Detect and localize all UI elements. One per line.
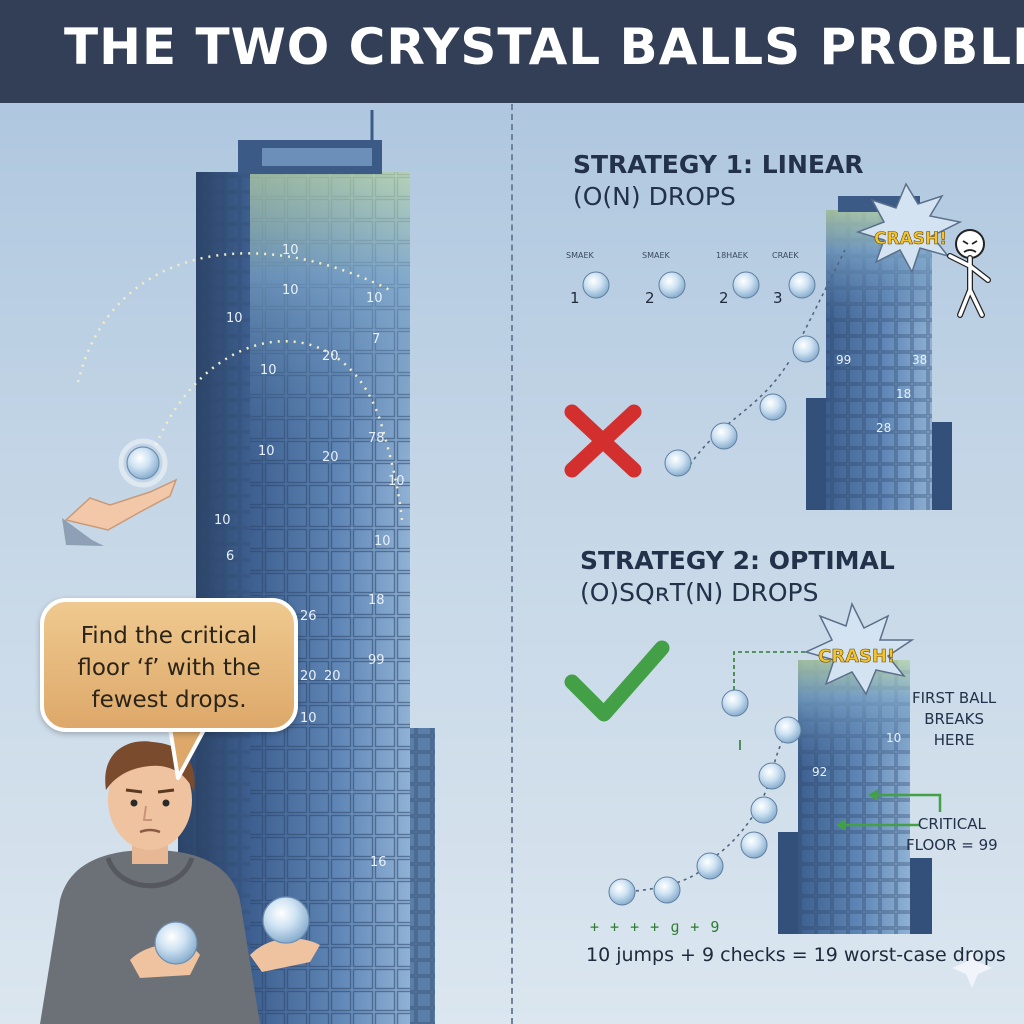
strategy1-complexity: (O(N) DROPS bbox=[573, 182, 736, 211]
left-floor-label: 20 bbox=[322, 349, 339, 364]
strategy2-floor-labels: 10 92 bbox=[812, 731, 901, 779]
strategy1-floor-labels: 99 38 18 28 bbox=[836, 353, 927, 435]
strategy1-ball-tag: SMAEK bbox=[642, 251, 671, 260]
left-floor-label: 20 bbox=[322, 450, 339, 465]
critical-floor-note: CRITICAL FLOOR = 99 bbox=[906, 815, 998, 854]
strategy1-ball-step-3 bbox=[759, 393, 787, 421]
strategy2-complexity: (O)SQʀT(N) DROPS bbox=[580, 578, 819, 607]
left-floor-label: 10 bbox=[258, 444, 275, 459]
strategy1-ball-step-1 bbox=[664, 449, 692, 477]
left-floor-label: 20 bbox=[300, 669, 317, 684]
left-floor-label: 20 bbox=[324, 669, 341, 684]
speech-bubble-text: Find the critical floor ‘f’ with the few… bbox=[77, 623, 261, 713]
left-floor-label: 99 bbox=[368, 653, 385, 668]
strategy1-ball bbox=[658, 271, 686, 299]
strategy1-ball-tag: 18HAEK bbox=[716, 251, 749, 260]
left-floor-label: 18 bbox=[368, 593, 385, 608]
strategy2-floor-label: 10 bbox=[886, 731, 901, 745]
strategy2-ball-5 bbox=[750, 796, 778, 824]
hoodie bbox=[40, 850, 260, 1024]
strategy1-ball bbox=[732, 271, 760, 299]
crystal-ball-man-right bbox=[262, 896, 310, 944]
strategy2-title: STRATEGY 2: OPTIMAL bbox=[580, 546, 895, 575]
strategy1-ball-number: 2 bbox=[645, 289, 655, 307]
strategy1-ball-tag: CRAEK bbox=[772, 251, 799, 260]
strategy2-crash-burst: CRASH! bbox=[803, 601, 915, 696]
strategy1-ball-number: 3 bbox=[773, 289, 783, 307]
header-bar: THE TWO CRYSTAL BALLS PROBLEM bbox=[0, 0, 1024, 103]
worst-case-summary: 10 jumps + 9 checks = 19 worst-case drop… bbox=[586, 944, 1006, 966]
strategy2-ball-4 bbox=[740, 831, 768, 859]
strategy1-floor-label: 99 bbox=[836, 353, 851, 367]
strategy2-ball-6 bbox=[758, 762, 786, 790]
left-floor-label: 10 bbox=[260, 363, 277, 378]
strategy2-building bbox=[778, 660, 932, 934]
strategy1-ball-row: SMAEK 1 SMAEK 2 18HAEK 2 CRAEK 3 bbox=[566, 251, 816, 307]
crystal-ball-held bbox=[126, 446, 160, 480]
red-x-icon bbox=[564, 404, 642, 478]
left-floor-label: 78 bbox=[368, 431, 385, 446]
left-floor-label: 10 bbox=[300, 711, 317, 726]
left-floor-label: 16 bbox=[370, 855, 387, 870]
critical-floor-arrows bbox=[836, 789, 942, 831]
left-floor-label: 10 bbox=[282, 283, 299, 298]
page-title: THE TWO CRYSTAL BALLS PROBLEM bbox=[64, 18, 1024, 76]
left-floor-label: 10 bbox=[388, 474, 405, 489]
strategy2-ball-1 bbox=[608, 878, 636, 906]
strategy2-floor-label: 92 bbox=[812, 765, 827, 779]
face bbox=[108, 750, 192, 850]
throw-trajectory-1 bbox=[76, 252, 391, 383]
sparkle-icon bbox=[952, 948, 992, 988]
strategy1-floor-label: 28 bbox=[876, 421, 891, 435]
strategy1-ball-step-2 bbox=[710, 422, 738, 450]
strategy1-ball-tag: SMAEK bbox=[566, 251, 595, 260]
strategy1-crash-burst: CRASH! bbox=[855, 182, 963, 274]
strategy1-ball-number: 2 bbox=[719, 289, 729, 307]
left-floor-label: 10 bbox=[282, 243, 299, 258]
left-floor-label: 10 bbox=[374, 534, 391, 549]
crystal-ball-man-left bbox=[154, 921, 198, 965]
green-check-icon bbox=[564, 640, 670, 722]
strategy2-ball-7 bbox=[774, 716, 802, 744]
speech-bubble: Find the critical floor ‘f’ with the few… bbox=[40, 598, 298, 732]
drop-sequence: + + + + ɡ + 9 bbox=[590, 918, 721, 936]
strategy2-balls bbox=[608, 689, 802, 906]
strategy1-floor-label: 18 bbox=[896, 387, 911, 401]
strategy2-ball-8 bbox=[721, 689, 749, 717]
strategy1-ball bbox=[788, 271, 816, 299]
open-hand bbox=[62, 478, 178, 546]
strategy1-ball bbox=[582, 271, 610, 299]
strategy1-ball-number: 1 bbox=[570, 289, 580, 307]
left-floor-label: 10 bbox=[214, 513, 231, 528]
strategy1-crash-text: CRASH! bbox=[874, 229, 947, 249]
left-floor-label: 6 bbox=[226, 549, 234, 564]
first-ball-note: FIRST BALL BREAKS HERE bbox=[912, 689, 997, 749]
strategy2-ball-3 bbox=[696, 852, 724, 880]
panel-divider bbox=[511, 104, 513, 1024]
angry-stick-figure bbox=[947, 229, 991, 318]
left-floor-label: 7 bbox=[372, 332, 380, 347]
strategy1-floor-label: 38 bbox=[912, 353, 927, 367]
strategy1-ball-step-4 bbox=[792, 335, 820, 363]
strategy2-ball-2 bbox=[653, 876, 681, 904]
strategy1-title: STRATEGY 1: LINEAR bbox=[573, 150, 864, 179]
strategy2-crash-text: CRASH! bbox=[818, 646, 895, 667]
left-floor-label: 10 bbox=[366, 291, 383, 306]
left-floor-label: 10 bbox=[226, 311, 243, 326]
left-floor-label: 26 bbox=[300, 609, 317, 624]
